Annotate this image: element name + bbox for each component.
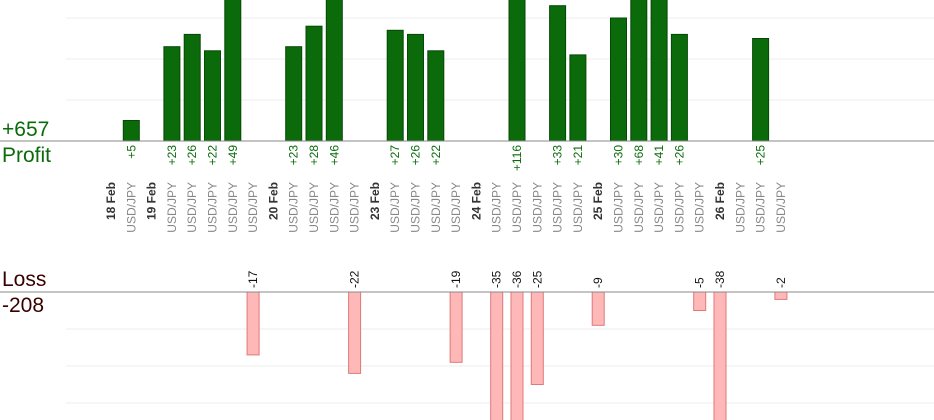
loss-value-label-19: -35 bbox=[490, 270, 504, 288]
profit-bar-20 bbox=[508, 0, 526, 142]
loss-bar-17 bbox=[449, 291, 463, 363]
pair-label-15: USD/JPY bbox=[409, 182, 423, 233]
loss-bar-22 bbox=[530, 291, 544, 385]
profit-bar-28 bbox=[670, 33, 688, 142]
pair-label-32: USD/JPY bbox=[754, 182, 768, 233]
profit-bar-10 bbox=[305, 25, 323, 142]
profit-value-label-15: +26 bbox=[409, 145, 423, 166]
profit-value-label-28: +26 bbox=[672, 145, 686, 166]
profit-bar-3 bbox=[163, 46, 181, 142]
profit-bar-15 bbox=[407, 33, 424, 142]
loss-value-label-29: -5 bbox=[693, 277, 707, 288]
pair-label-10: USD/JPY bbox=[307, 182, 321, 233]
profit-value-label-23: +21 bbox=[571, 145, 585, 166]
loss-bar-12 bbox=[348, 291, 362, 374]
pair-label-31: USD/JPY bbox=[733, 182, 747, 233]
pair-label-12: USD/JPY bbox=[348, 182, 362, 233]
profit-value-label-1: +5 bbox=[124, 145, 138, 159]
pair-label-22: USD/JPY bbox=[551, 182, 565, 233]
profit-bar-32 bbox=[752, 38, 770, 142]
profit-bar-11 bbox=[325, 0, 343, 142]
profit-value-label-10: +28 bbox=[307, 145, 321, 166]
pair-label-7: USD/JPY bbox=[246, 182, 260, 233]
pair-label-5: USD/JPY bbox=[206, 182, 220, 233]
profit-value-label-25: +30 bbox=[612, 145, 626, 166]
profit-bar-4 bbox=[183, 33, 201, 142]
loss-bar-33 bbox=[774, 291, 788, 300]
loss-value-label-17: -19 bbox=[449, 270, 463, 288]
loss-value-label-33: -2 bbox=[774, 277, 788, 288]
pair-label-6: USD/JPY bbox=[226, 182, 240, 233]
loss-value-label-22: -25 bbox=[530, 270, 544, 288]
profit-bar-1 bbox=[122, 120, 140, 142]
pair-label-29: USD/JPY bbox=[693, 182, 707, 233]
date-label-30: 26 Feb bbox=[713, 182, 727, 220]
profit-bar-27 bbox=[650, 0, 668, 142]
pair-label-21: USD/JPY bbox=[530, 182, 544, 233]
loss-bar-21 bbox=[510, 291, 524, 420]
loss-value-label-21: -36 bbox=[510, 270, 524, 288]
pair-label-28: USD/JPY bbox=[672, 182, 686, 233]
profit-value-label-32: +25 bbox=[754, 145, 768, 166]
date-label-8: 20 Feb bbox=[266, 182, 280, 220]
profit-bar-25 bbox=[610, 17, 627, 142]
date-label-18: 24 Feb bbox=[469, 182, 483, 220]
date-label-0: 18 Feb bbox=[104, 182, 118, 220]
pair-label-23: USD/JPY bbox=[571, 182, 585, 233]
loss-bar-31 bbox=[713, 291, 727, 420]
loss-value-label-25: -9 bbox=[591, 277, 605, 288]
profit-value-label-22: +33 bbox=[551, 145, 565, 166]
pair-label-20: USD/JPY bbox=[510, 182, 524, 233]
pair-label-14: USD/JPY bbox=[388, 182, 402, 233]
pair-label-19: USD/JPY bbox=[490, 182, 504, 233]
loss-value-label-12: -22 bbox=[348, 270, 362, 288]
pair-label-26: USD/JPY bbox=[632, 182, 646, 233]
profit-bar-26 bbox=[630, 0, 648, 142]
profit-value-label-16: +22 bbox=[429, 145, 443, 166]
profit-bar-22 bbox=[549, 5, 567, 142]
loss-bar-19 bbox=[490, 291, 504, 420]
pair-label-3: USD/JPY bbox=[165, 182, 179, 233]
pair-label-9: USD/JPY bbox=[287, 182, 301, 233]
loss-bar-25 bbox=[591, 291, 605, 326]
loss-bar-7 bbox=[246, 291, 260, 356]
profit-value-label-14: +27 bbox=[388, 145, 402, 166]
date-label-13: 23 Feb bbox=[368, 182, 382, 220]
pair-label-16: USD/JPY bbox=[429, 182, 443, 233]
profit-bar-14 bbox=[386, 29, 404, 142]
profit-value-label-3: +23 bbox=[165, 145, 179, 166]
pair-label-33: USD/JPY bbox=[774, 182, 788, 233]
loss-value-label-31: -38 bbox=[713, 270, 727, 288]
profit-bar-16 bbox=[427, 50, 445, 142]
profit-value-label-20: +116 bbox=[510, 145, 524, 171]
profit-bar-9 bbox=[285, 46, 303, 142]
date-label-24: 25 Feb bbox=[591, 182, 605, 220]
date-label-2: 19 Feb bbox=[145, 182, 159, 220]
profit-value-label-6: +49 bbox=[226, 145, 240, 166]
loss-value-label-7: -17 bbox=[246, 270, 260, 288]
profit-bar-23 bbox=[569, 54, 587, 142]
profit-value-label-5: +22 bbox=[206, 145, 220, 166]
pair-label-27: USD/JPY bbox=[652, 182, 666, 233]
profit-bar-5 bbox=[204, 50, 221, 142]
pair-label-1: USD/JPY bbox=[124, 182, 138, 233]
profit-value-label-4: +26 bbox=[185, 145, 199, 166]
pair-label-17: USD/JPY bbox=[449, 182, 463, 233]
profit-value-label-27: +41 bbox=[652, 145, 666, 166]
loss-total: -208 bbox=[2, 294, 45, 317]
pair-label-11: USD/JPY bbox=[327, 182, 341, 233]
profit-value-label-9: +23 bbox=[287, 145, 301, 166]
profit-bar-6 bbox=[224, 0, 242, 142]
pair-label-4: USD/JPY bbox=[185, 182, 199, 233]
loss-label: Loss bbox=[2, 268, 47, 291]
profit-value-label-11: +46 bbox=[327, 145, 341, 166]
profit-value-label-26: +68 bbox=[632, 145, 646, 166]
profit-total: +657 bbox=[2, 118, 50, 141]
profit-label: Profit bbox=[2, 144, 52, 167]
loss-bar-29 bbox=[693, 291, 707, 311]
pair-label-25: USD/JPY bbox=[612, 182, 626, 233]
